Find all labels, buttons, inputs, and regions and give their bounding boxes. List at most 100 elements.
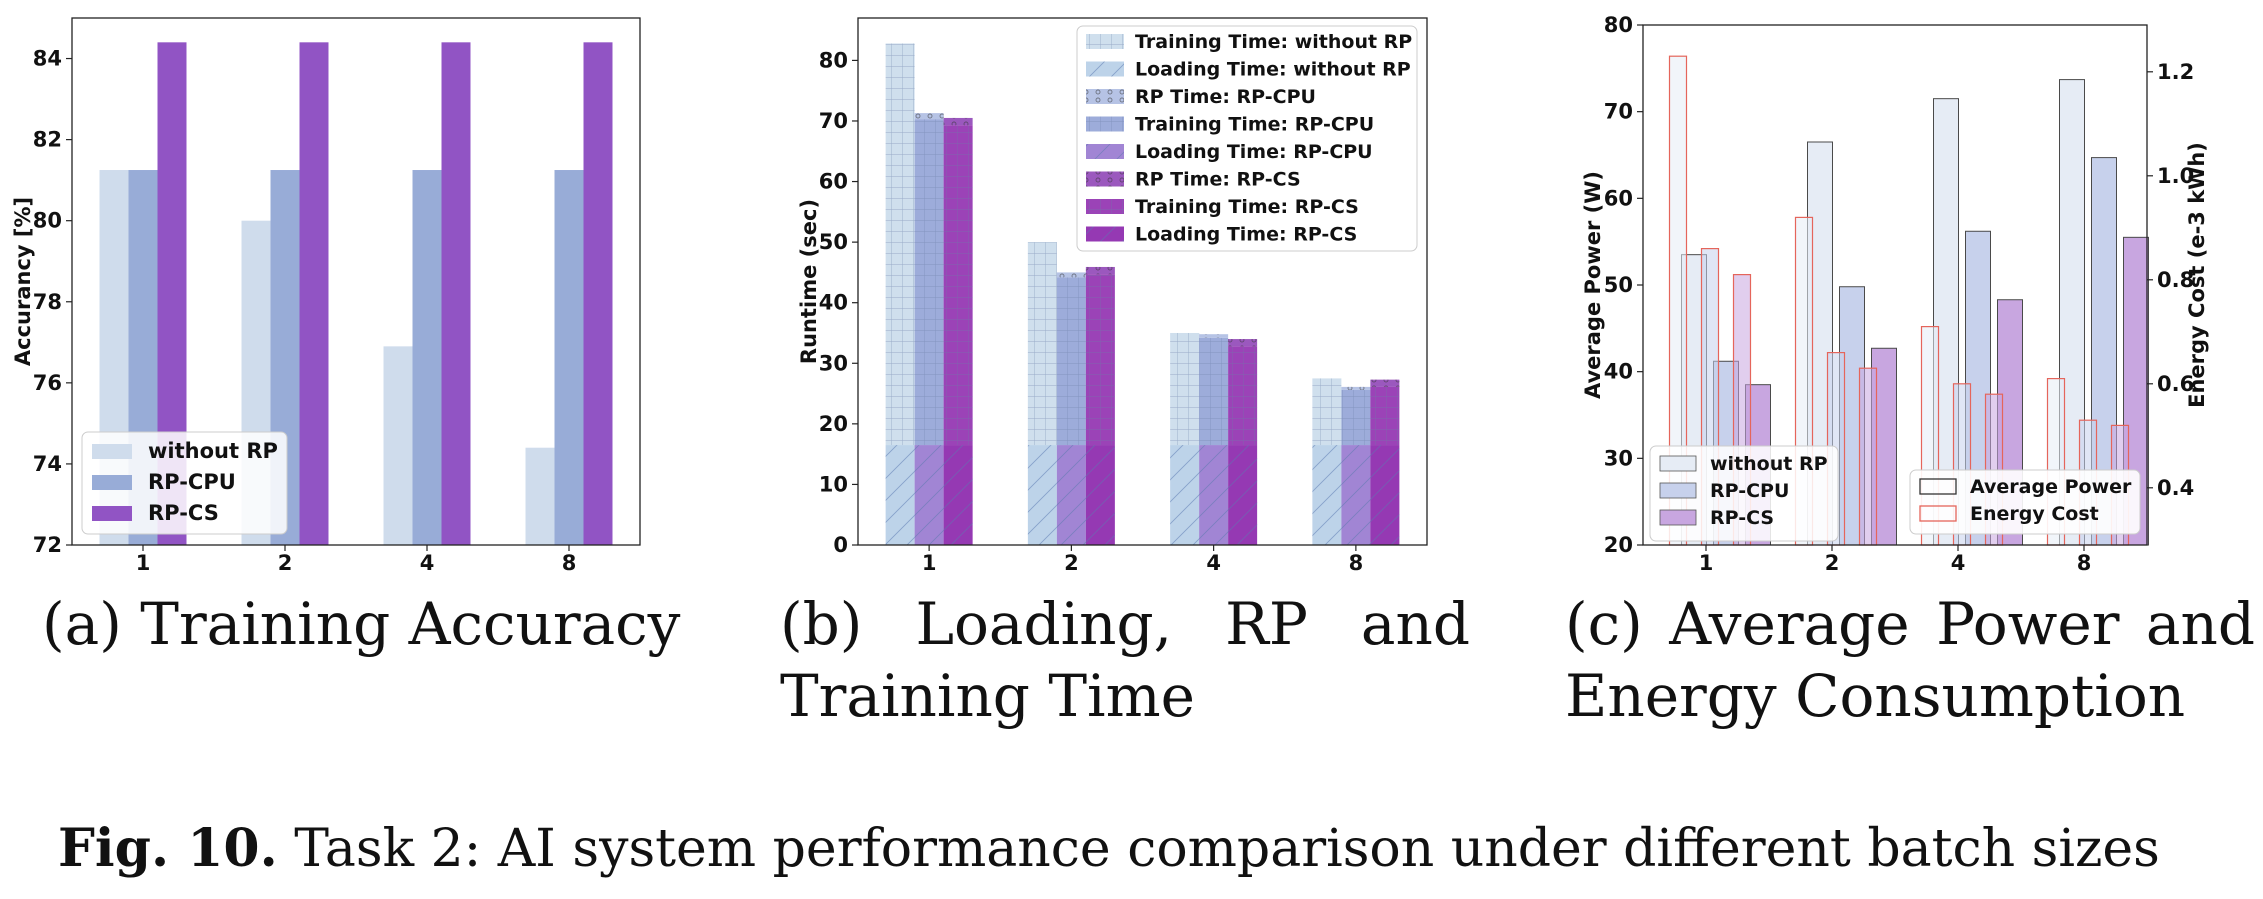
bar-loading-rp-cs-4-hatch (1228, 445, 1258, 545)
panel-c-x-tick-label: 8 (2077, 551, 2092, 575)
legend-label-rp-cs: RP-CS (148, 501, 219, 525)
bar-loading-rp-cpu-8-hatch (1341, 445, 1371, 545)
bar-training-rp-cs-8-hatch (1370, 386, 1400, 446)
legend-swatch-hatch-rp-time-rp-cpu (1086, 89, 1124, 104)
panel-b-y-tick-label: 50 (819, 230, 848, 254)
panel-a-y-tick-label: 76 (33, 371, 62, 395)
panel-c-y-tick-label: 50 (1604, 273, 1633, 297)
legend-swatch-hatch-rp-time-rp-cs (1086, 171, 1124, 187)
bar-loading-rp-cpu-4-hatch (1199, 445, 1229, 545)
bar-training-rp-cpu-4-hatch (1199, 337, 1229, 446)
bar-loading-rp-cs-2-hatch (1085, 445, 1115, 545)
bar-training-rp-cpu-2-hatch (1056, 277, 1086, 446)
panel-b-x-tick-label: 8 (1349, 551, 1364, 575)
panel-a-x-tick-label: 2 (278, 551, 293, 575)
bar-rp-rp-cpu-4-hatch (1199, 334, 1229, 338)
bar-energy-rp-cs-2 (1858, 367, 1878, 546)
bar-rp-rp-cs-8-hatch (1370, 379, 1400, 387)
legend-label-training-time-rp-cs: Training Time: RP-CS (1135, 196, 1359, 218)
panel-a-x-tick-label: 1 (136, 551, 151, 575)
panel-b-x-tick-label: 4 (1206, 551, 1221, 575)
bar-training-rp-cs-1-hatch (943, 125, 973, 446)
bar-training-rp-cpu-8-hatch (1341, 389, 1371, 446)
panel-c-y-tick-label: 60 (1604, 186, 1633, 210)
panel-c-y-axis-label: Average Power (W) (1581, 171, 1605, 399)
bar-rp-rp-cs-1-hatch (943, 117, 973, 126)
legend-label-training-time-without-rp: Training Time: without RP (1135, 31, 1412, 53)
bar-rp-rp-cpu-1-hatch (914, 113, 944, 120)
legend-label-rp-cpu: RP-CPU (148, 470, 236, 494)
panel-b-y-axis-label: Runtime (sec) (797, 199, 821, 364)
panel-c-y-tick-label: 70 (1604, 100, 1633, 124)
legend-label-loading-time-rp-cs: Loading Time: RP-CS (1135, 224, 1357, 246)
bar-training-rp-cs-2-hatch (1085, 274, 1115, 446)
legend-swatch-without-rp (92, 444, 132, 459)
bar-loading-rp-cs-8-hatch (1370, 445, 1400, 545)
panel-c-y-tick-label: 40 (1604, 360, 1633, 384)
panel-a-legend: without RP RP-CPU RP-CS (81, 431, 288, 535)
panel-c-y2-tick-label: 1.2 (2157, 60, 2194, 84)
caption-text: Task 2: AI system performance comparison… (294, 819, 2160, 879)
panel-c-legend-series: without RP RP-CPU RP-CS (1649, 445, 1839, 542)
panel-c-x-tick-label: 2 (1825, 551, 1840, 575)
panel-a-y-tick-label: 82 (33, 128, 62, 152)
legend-swatch-without-rp (1659, 455, 1697, 472)
panel-c-legend-types: Average Power Energy Cost (1909, 469, 2141, 535)
panel-b-axes-frame (857, 17, 1428, 546)
panel-b-y-tick-label: 80 (819, 48, 848, 72)
bar-rp-cs-8 (583, 42, 613, 545)
panel-b-runtime-chart: 0 10 20 30 40 50 60 70 80 1 2 4 8 Runtime (sec) Traini… (797, 17, 1428, 575)
legend-swatch-hatch-training-time-rp-cpu (1086, 116, 1124, 132)
panel-c-power-energy-chart: 20 30 40 50 60 70 80 0.4 0.6 0.8 1.0 1.2 1 2 4 8 Average… (1581, 13, 2209, 575)
panel-a-y-tick-label: 72 (33, 533, 62, 557)
legend-label-rp-time-rp-cs: RP Time: RP-CS (1135, 169, 1301, 191)
panel-a-axes-frame (71, 17, 641, 546)
panel-b-legend: Training Time: without RP Loading Time: w… (1076, 25, 1418, 252)
panel-b-y-tick-label: 60 (819, 170, 848, 194)
legend-label-rp-time-rp-cpu: RP Time: RP-CPU (1135, 86, 1316, 108)
bar-loading-without-rp-8-hatch (1312, 445, 1342, 545)
bar-rp-cs-4 (441, 42, 471, 545)
bar-loading-without-rp-4-hatch (1170, 445, 1200, 545)
panel-a-y-tick-label: 78 (33, 290, 62, 314)
bar-training-rp-cpu-1-hatch (914, 119, 944, 446)
panel-c-y2-tick-label: 0.6 (2157, 372, 2194, 396)
caption-label: Fig. 10. (58, 818, 278, 879)
panel-c-y-tick-label: 20 (1604, 533, 1633, 557)
bar-training-rp-cs-4-hatch (1228, 346, 1258, 446)
legend-swatch-average-power (1919, 478, 1957, 495)
subcaption-a: (a) Training Accuracy (42, 590, 681, 658)
panel-c-x-tick-label: 1 (1699, 551, 1714, 575)
subcaption-b: (b) Loading, RP and Training Time (780, 590, 1470, 730)
bar-training-without-rp-8-hatch (1312, 378, 1342, 446)
panel-b-y-tick-label: 40 (819, 291, 848, 315)
panel-a-y-tick-label: 74 (33, 452, 62, 476)
bar-rp-rp-cpu-2-hatch (1056, 272, 1086, 278)
legend-label-without-rp: without RP (148, 439, 278, 463)
bar-loading-rp-cs-1-hatch (943, 445, 973, 545)
panel-a-y-tick-label: 80 (33, 209, 62, 233)
panel-b-y-tick-label: 0 (833, 533, 848, 557)
bar-training-without-rp-1-hatch (885, 43, 915, 446)
panel-c-y-tick-label: 30 (1604, 446, 1633, 470)
panel-b-x-tick-label: 1 (922, 551, 937, 575)
panel-c-y2-tick-label: 1.0 (2157, 164, 2194, 188)
bar-loading-without-rp-2-hatch (1027, 445, 1057, 545)
legend-label-loading-time-rp-cpu: Loading Time: RP-CPU (1135, 141, 1373, 163)
legend-swatch-hatch-loading-time-rp-cpu (1086, 144, 1124, 159)
panel-a-y-axis-label: Accurancy [%] (11, 197, 35, 366)
bar-rp-rp-cs-4-hatch (1228, 339, 1258, 347)
legend-swatch-rp-cpu (92, 475, 132, 490)
panel-b-y-tick-label: 20 (819, 412, 848, 436)
legend-swatch-hatch-loading-time-without-rp (1086, 61, 1124, 77)
legend-label-without-rp: without RP (1710, 453, 1828, 475)
bar-loading-without-rp-1-hatch (885, 445, 915, 545)
bar-loading-rp-cpu-1-hatch (914, 445, 944, 545)
legend-swatch-hatch-loading-time-rp-cs (1086, 226, 1124, 242)
bar-without-rp-8 (525, 447, 555, 545)
panel-a-accuracy-chart: 72 74 76 78 80 82 84 1 2 4 8 Accurancy [%] without R… (11, 17, 641, 575)
legend-swatch-hatch-training-time-without-rp (1086, 34, 1124, 49)
panel-c-x-tick-label: 4 (1951, 551, 1966, 575)
panel-b-y-tick-label: 70 (819, 109, 848, 133)
